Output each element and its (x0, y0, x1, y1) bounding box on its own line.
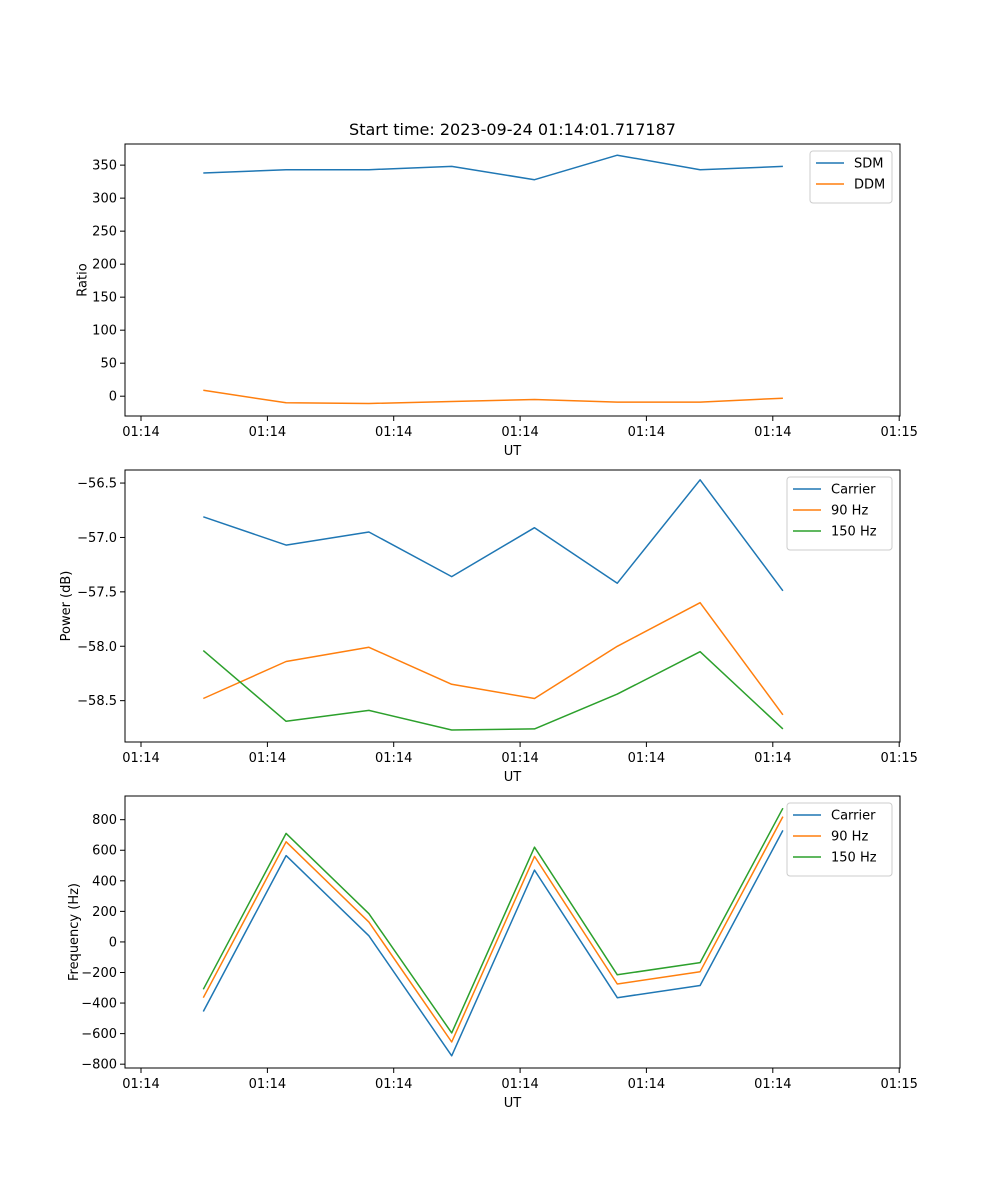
y-tick-label: 150 (92, 291, 117, 306)
y-tick-label: −58.0 (77, 640, 117, 655)
y-tick-label: 250 (92, 225, 117, 240)
x-tick-label: 01:14 (249, 425, 286, 440)
x-tick-label: 01:14 (754, 751, 791, 766)
x-tick-label: 01:14 (628, 425, 665, 440)
y-tick-label: 800 (92, 813, 117, 828)
x-tick-label: 01:14 (375, 1077, 412, 1092)
x-tick-label: 01:14 (122, 1077, 159, 1092)
x-tick-label: 01:14 (754, 425, 791, 440)
legend-label: SDM (854, 157, 883, 172)
legend-label: 90 Hz (831, 830, 868, 845)
legend-box (809, 150, 893, 204)
chart-panel-3: 01:14 01:14 01:14 01:14 01:14 01:14 01:15 UT −80… (67, 795, 918, 1111)
series-line-carrier (203, 479, 784, 592)
y-tick-label: −400 (81, 997, 117, 1012)
x-tick-label: 01:15 (880, 1077, 917, 1092)
chart-panel-1: Start time: 2023-09-24 01:14:01.71718701… (75, 120, 918, 459)
series-line-carrier (202, 830, 784, 1057)
legend-label: 150 Hz (831, 851, 877, 866)
y-tick-label: 300 (92, 192, 117, 207)
x-axis-label: UT (504, 770, 522, 785)
y-tick-label: 350 (92, 159, 117, 174)
series-line-sdm (203, 154, 783, 181)
legend-label: DDM (854, 178, 885, 193)
y-tick-label: 200 (92, 258, 117, 273)
y-axis-label: Frequency (Hz) (67, 883, 82, 981)
series-line-150-hz (202, 650, 784, 731)
x-tick-label: 01:14 (375, 751, 412, 766)
x-tick-label: 01:14 (249, 751, 286, 766)
y-tick-label: 100 (92, 324, 117, 339)
y-tick-label: 200 (92, 905, 117, 920)
plot-frame (124, 143, 901, 417)
chart-panel-2: 01:14 01:14 01:14 01:14 01:14 01:14 01:15 UT −58… (59, 469, 918, 785)
y-tick-label: 400 (92, 874, 117, 889)
x-axis-label: UT (504, 444, 522, 459)
y-axis-label: Ratio (75, 263, 90, 296)
x-tick-label: 01:15 (880, 425, 917, 440)
x-tick-label: 01:14 (375, 425, 412, 440)
y-axis-label: Power (dB) (59, 571, 74, 642)
x-tick-label: 01:14 (501, 1077, 538, 1092)
y-tick-label: 0 (109, 390, 117, 405)
x-tick-label: 01:14 (122, 751, 159, 766)
series-line-ddm (203, 389, 783, 405)
series-line-90-hz (202, 816, 784, 1043)
series-line-150-hz (202, 807, 784, 1034)
y-tick-label: 0 (109, 935, 117, 950)
x-tick-label: 01:15 (880, 751, 917, 766)
x-tick-label: 01:14 (754, 1077, 791, 1092)
y-tick-label: −200 (81, 966, 117, 981)
y-tick-label: −58.5 (77, 694, 117, 709)
y-tick-label: −800 (81, 1058, 117, 1073)
chart-title: Start time: 2023-09-24 01:14:01.717187 (349, 120, 676, 139)
x-axis-label: UT (504, 1096, 522, 1111)
y-tick-label: −57.0 (77, 531, 117, 546)
series-line-90-hz (202, 601, 784, 716)
x-tick-label: 01:14 (501, 751, 538, 766)
x-tick-label: 01:14 (249, 1077, 286, 1092)
legend-label: Carrier (831, 483, 876, 498)
x-tick-label: 01:14 (628, 1077, 665, 1092)
y-tick-label: −600 (81, 1027, 117, 1042)
plot-frame (124, 469, 901, 743)
y-tick-label: −57.5 (77, 585, 117, 600)
legend-label: Carrier (831, 809, 876, 824)
legend-label: 150 Hz (831, 525, 877, 540)
y-tick-label: −56.5 (77, 477, 117, 492)
y-tick-label: 600 (92, 844, 117, 859)
x-tick-label: 01:14 (122, 425, 159, 440)
x-tick-label: 01:14 (628, 751, 665, 766)
y-tick-label: 50 (100, 357, 117, 372)
x-tick-label: 01:14 (501, 425, 538, 440)
legend-label: 90 Hz (831, 504, 868, 519)
plot-frame (124, 795, 901, 1069)
